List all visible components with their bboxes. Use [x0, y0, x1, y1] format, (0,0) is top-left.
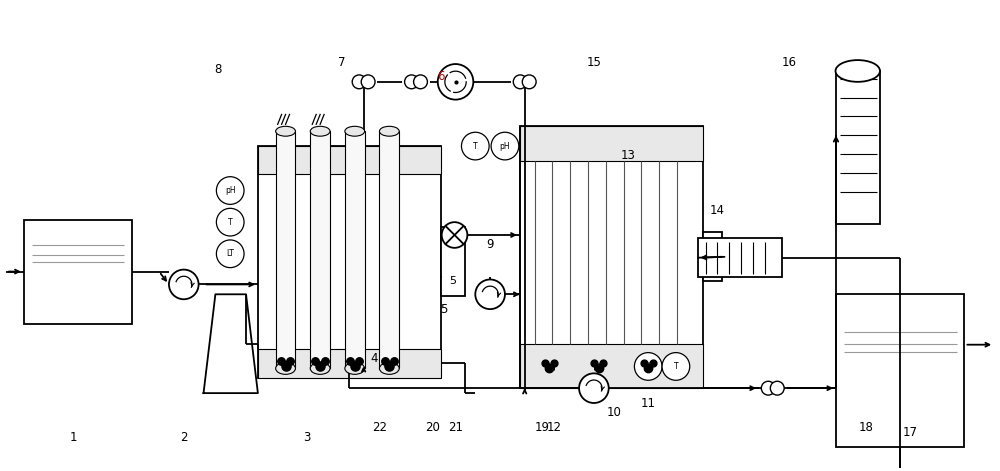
- Text: LT: LT: [226, 249, 234, 258]
- Text: 11: 11: [641, 397, 656, 409]
- Ellipse shape: [379, 126, 399, 136]
- Ellipse shape: [345, 363, 365, 374]
- Ellipse shape: [835, 60, 880, 82]
- Circle shape: [770, 381, 784, 395]
- Text: 18: 18: [858, 421, 873, 434]
- Circle shape: [522, 75, 536, 89]
- Bar: [379, 131, 399, 368]
- Circle shape: [761, 381, 775, 395]
- Text: 22: 22: [372, 421, 387, 434]
- Text: T: T: [473, 142, 478, 151]
- Bar: [258, 146, 441, 378]
- Ellipse shape: [310, 363, 330, 374]
- Circle shape: [216, 208, 244, 236]
- Circle shape: [405, 75, 418, 89]
- Polygon shape: [204, 294, 258, 393]
- Bar: [24, 220, 132, 324]
- Circle shape: [579, 374, 609, 403]
- Text: T: T: [674, 362, 678, 371]
- Text: 3: 3: [304, 431, 311, 444]
- Text: 15: 15: [586, 56, 601, 69]
- Text: 16: 16: [782, 56, 797, 69]
- Circle shape: [662, 353, 690, 380]
- Bar: [520, 344, 703, 388]
- Circle shape: [461, 132, 489, 160]
- Text: pH: pH: [643, 362, 654, 371]
- Bar: [441, 227, 465, 296]
- Text: 6: 6: [437, 70, 444, 83]
- Text: 8: 8: [215, 64, 222, 76]
- Text: 7: 7: [338, 56, 346, 69]
- Circle shape: [169, 269, 199, 299]
- Circle shape: [438, 64, 473, 100]
- Circle shape: [513, 75, 527, 89]
- Bar: [345, 131, 365, 368]
- Text: 9: 9: [486, 238, 494, 252]
- Circle shape: [352, 75, 366, 89]
- Text: 10: 10: [606, 406, 621, 419]
- Ellipse shape: [276, 363, 295, 374]
- Text: 20: 20: [425, 421, 440, 434]
- Text: 12: 12: [547, 421, 562, 434]
- Ellipse shape: [345, 126, 365, 136]
- Text: 21: 21: [448, 421, 463, 434]
- Text: 19: 19: [535, 421, 550, 434]
- Circle shape: [414, 75, 427, 89]
- Circle shape: [634, 353, 662, 380]
- Text: pH: pH: [225, 186, 236, 195]
- Text: 1: 1: [69, 431, 77, 444]
- Text: 13: 13: [621, 149, 636, 162]
- Ellipse shape: [379, 363, 399, 374]
- Bar: [310, 131, 330, 368]
- Text: pH: pH: [500, 142, 510, 151]
- Circle shape: [442, 222, 467, 248]
- Bar: [276, 131, 295, 368]
- Text: 4: 4: [371, 352, 378, 365]
- Bar: [520, 126, 703, 388]
- Text: 14: 14: [710, 204, 725, 217]
- Circle shape: [361, 75, 375, 89]
- Text: 17: 17: [903, 426, 918, 439]
- Bar: [836, 71, 880, 224]
- Text: 5: 5: [449, 276, 456, 286]
- Text: 5: 5: [440, 303, 447, 316]
- Circle shape: [475, 279, 505, 309]
- Bar: [258, 146, 441, 174]
- Bar: [698, 238, 782, 277]
- Circle shape: [216, 177, 244, 204]
- Text: 2: 2: [180, 431, 188, 444]
- Ellipse shape: [276, 126, 295, 136]
- Bar: [703, 232, 722, 282]
- Text: T: T: [228, 218, 233, 227]
- Bar: [520, 126, 703, 161]
- Circle shape: [216, 240, 244, 268]
- Bar: [258, 349, 441, 378]
- Ellipse shape: [310, 126, 330, 136]
- Bar: [836, 294, 964, 447]
- Circle shape: [491, 132, 519, 160]
